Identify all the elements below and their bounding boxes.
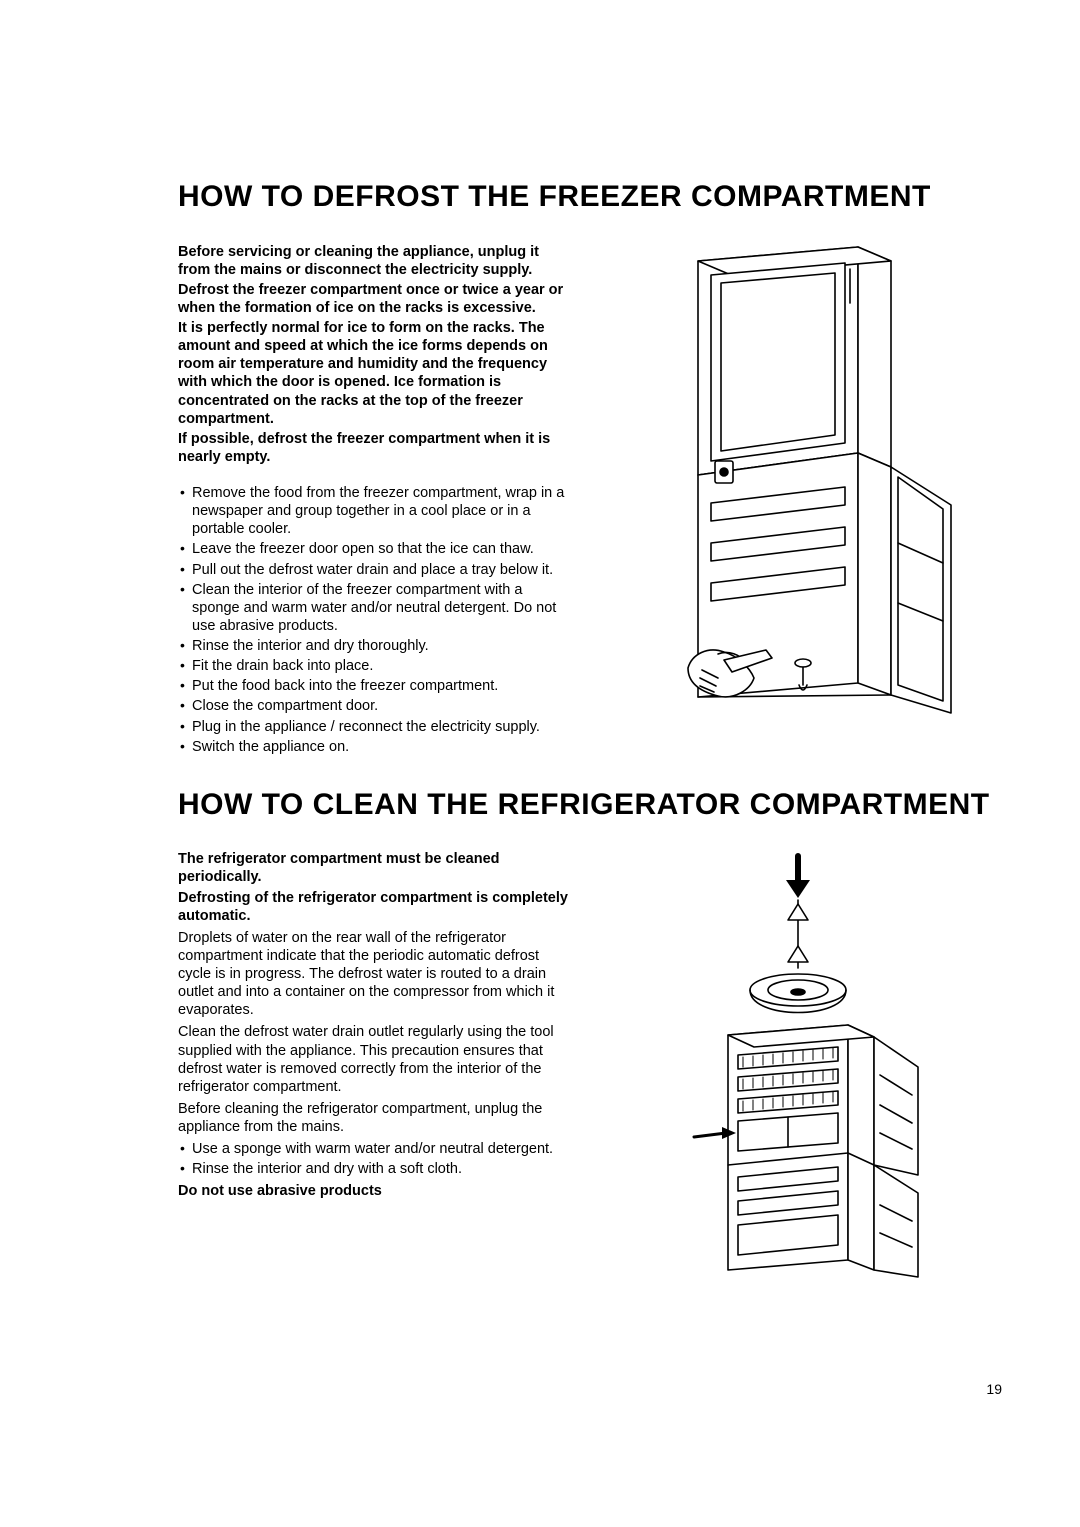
- step-item: Clean the interior of the freezer compar…: [178, 581, 573, 635]
- step-item: Remove the food from the freezer compart…: [178, 484, 573, 538]
- section-title: HOW TO CLEAN THE REFRIGERATOR COMPARTMEN…: [178, 788, 1002, 823]
- section-columns: Before servicing or cleaning the applian…: [178, 243, 1002, 758]
- freezer-illustration-icon: [633, 243, 963, 723]
- section-columns: The refrigerator compartment must be cle…: [178, 850, 1002, 1280]
- illustration-column: [593, 243, 1002, 723]
- arrow-down-icon: [786, 856, 810, 898]
- manual-page: HOW TO DEFROST THE FREEZER COMPARTMENT B…: [0, 0, 1080, 1527]
- step-item: Pull out the defrost water drain and pla…: [178, 561, 573, 579]
- body-paragraph: Droplets of water on the rear wall of th…: [178, 929, 573, 1020]
- body-paragraph: Clean the defrost water drain outlet reg…: [178, 1023, 573, 1096]
- drain-clean-illustration-icon: [648, 850, 948, 1280]
- text-column: The refrigerator compartment must be cle…: [178, 850, 573, 1200]
- step-item: Plug in the appliance / reconnect the el…: [178, 718, 573, 736]
- section-clean-refrigerator: HOW TO CLEAN THE REFRIGERATOR COMPARTMEN…: [178, 788, 1002, 1281]
- closing-note: Do not use abrasive products: [178, 1182, 573, 1200]
- step-item: Rinse the interior and dry with a soft c…: [178, 1160, 573, 1178]
- intro-paragraph: The refrigerator compartment must be cle…: [178, 850, 573, 886]
- step-item: Put the food back into the freezer compa…: [178, 677, 573, 695]
- body-paragraph: Before cleaning the refrigerator compart…: [178, 1100, 573, 1136]
- steps-list: Remove the food from the freezer compart…: [178, 484, 573, 756]
- section-title: HOW TO DEFROST THE FREEZER COMPARTMENT: [178, 180, 1002, 215]
- section-defrost-freezer: HOW TO DEFROST THE FREEZER COMPARTMENT B…: [178, 180, 1002, 758]
- step-item: Use a sponge with warm water and/or neut…: [178, 1140, 573, 1158]
- intro-paragraph: Defrost the freezer compartment once or …: [178, 281, 573, 317]
- steps-list: Use a sponge with warm water and/or neut…: [178, 1140, 573, 1178]
- text-column: Before servicing or cleaning the applian…: [178, 243, 573, 758]
- page-number: 19: [986, 1381, 1002, 1397]
- step-item: Close the compartment door.: [178, 697, 573, 715]
- intro-paragraph: It is perfectly normal for ice to form o…: [178, 319, 573, 428]
- intro-paragraph: Defrosting of the refrigerator compartme…: [178, 889, 573, 925]
- intro-paragraph: Before servicing or cleaning the applian…: [178, 243, 573, 279]
- illustration-column: [593, 850, 1002, 1280]
- step-item: Leave the freezer door open so that the …: [178, 540, 573, 558]
- step-item: Rinse the interior and dry thoroughly.: [178, 637, 573, 655]
- step-item: Fit the drain back into place.: [178, 657, 573, 675]
- intro-paragraph: If possible, defrost the freezer compart…: [178, 430, 573, 466]
- step-item: Switch the appliance on.: [178, 738, 573, 756]
